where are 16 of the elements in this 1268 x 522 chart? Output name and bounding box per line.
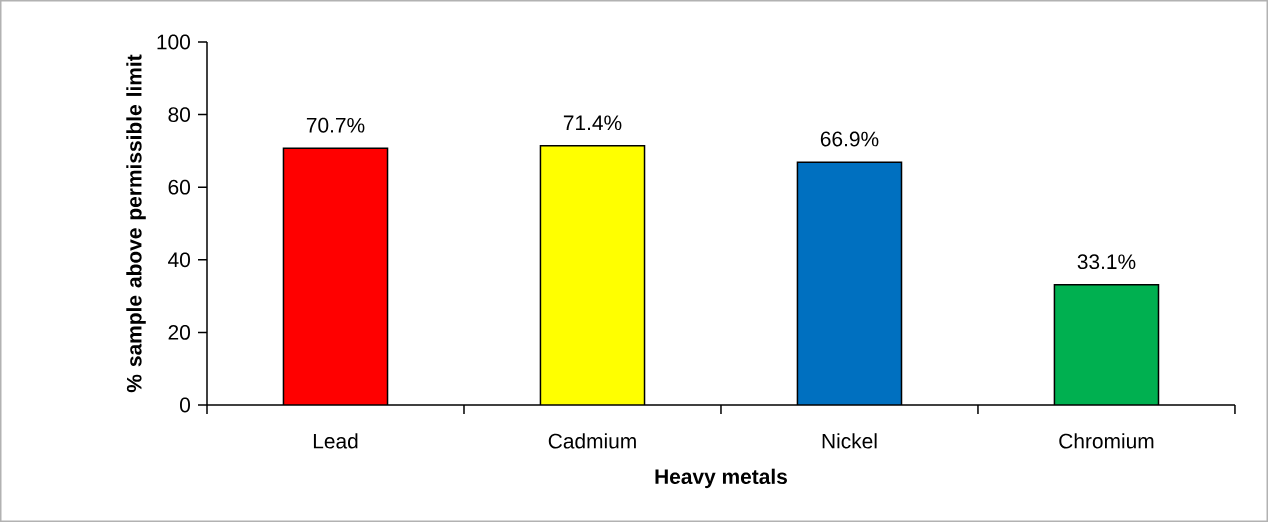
y-tick-label: 40 [168,252,190,268]
data-label: 33.1% [1077,254,1136,270]
x-tick-label: Chromium [1059,433,1154,449]
x-tick-label: Cadmium [548,433,636,449]
data-label: 70.7% [306,117,365,133]
y-axis-title: % sample above permissible limit [126,54,146,393]
x-tick-label: Nickel [822,433,877,449]
y-tick-label: 80 [168,107,190,122]
y-tick-label: 0 [180,397,190,413]
x-tick-label: Lead [313,433,358,449]
y-tick-label: 100 [157,34,190,50]
y-tick-label: 20 [168,324,190,340]
data-label: 66.9% [820,131,879,147]
data-label: 71.4% [563,115,622,131]
x-axis-title: Heavy metals [655,468,787,489]
y-tick-label: 60 [168,179,190,195]
